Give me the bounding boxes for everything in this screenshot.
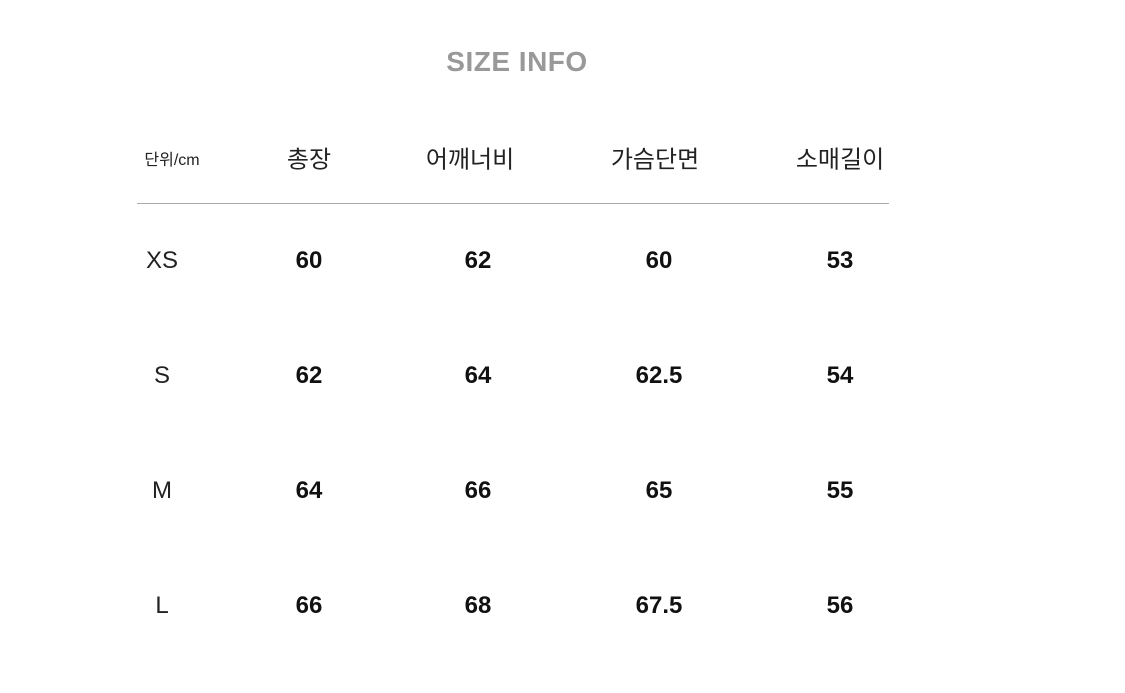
size-label: L (155, 592, 169, 619)
table-cell: 54 (826, 362, 854, 389)
table-cell: 55 (826, 477, 854, 504)
table-cell: 53 (826, 247, 854, 274)
table-cell: 60 (295, 247, 323, 274)
table-cell: 62 (295, 362, 323, 389)
column-header-length: 총장 (286, 146, 332, 174)
page-title: SIZE INFO (446, 46, 588, 77)
table-cell: 65 (645, 477, 673, 504)
table-cell: 67.5 (635, 592, 683, 619)
table-cell: 62 (464, 247, 492, 274)
column-header-shoulder: 어깨너비 (425, 146, 515, 174)
table-cell: 64 (464, 362, 492, 389)
table-cell: 56 (826, 592, 854, 619)
header-divider (137, 203, 889, 204)
unit-label: 단위/cm (144, 152, 200, 169)
table-cell: 66 (464, 477, 492, 504)
table-cell: 68 (464, 592, 492, 619)
size-label: S (153, 362, 171, 389)
table-cell: 66 (295, 592, 323, 619)
size-label: M (152, 477, 172, 504)
column-header-sleeve: 소매길이 (795, 146, 885, 174)
size-label: XS (145, 247, 179, 274)
column-header-chest: 가슴단면 (610, 146, 700, 174)
table-cell: 64 (295, 477, 323, 504)
table-cell: 62.5 (635, 362, 683, 389)
table-cell: 60 (645, 247, 673, 274)
